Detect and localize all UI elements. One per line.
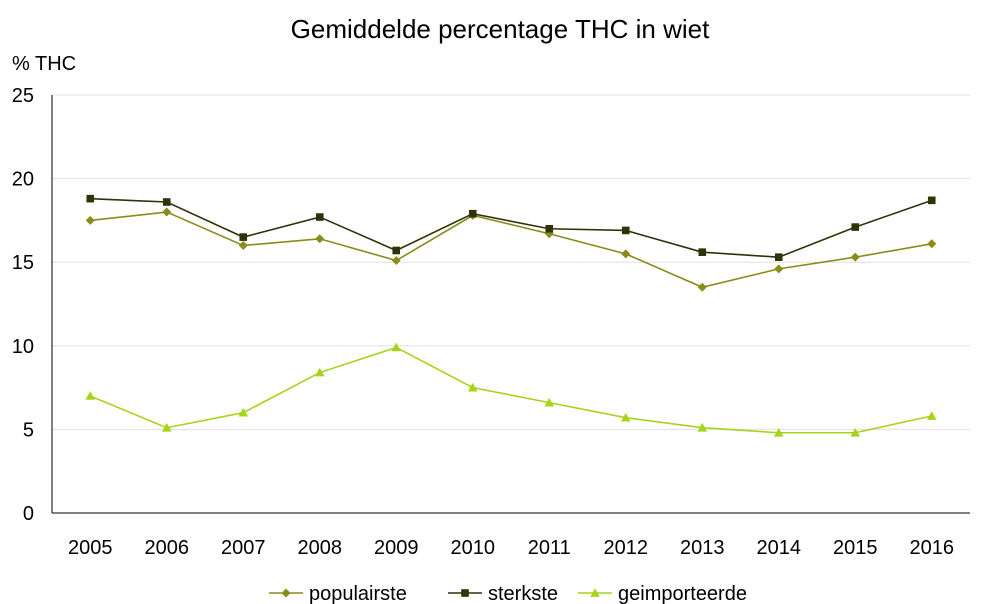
legend-item-sterkste: sterkste — [448, 583, 558, 604]
y-tick-label: 15 — [12, 252, 34, 274]
y-tick-label: 25 — [12, 85, 34, 107]
data-point — [545, 224, 554, 233]
data-point — [774, 253, 783, 261]
x-tick-label: 2005 — [68, 537, 113, 559]
data-point — [697, 422, 708, 432]
data-point — [86, 194, 95, 203]
data-point — [391, 342, 402, 352]
legend-item-geimporteerde: geimporteerde — [578, 583, 747, 604]
y-tick-label: 20 — [12, 169, 34, 191]
y-tick-label: 0 — [23, 503, 34, 525]
data-point — [621, 226, 630, 235]
data-point — [85, 391, 96, 400]
x-tick-label: 2011 — [528, 537, 571, 559]
data-point — [162, 198, 171, 206]
y-tick-label: 10 — [12, 336, 34, 358]
legend: populairste sterkste geimporteerde — [269, 583, 747, 604]
series-populairste — [85, 207, 937, 292]
data-point — [85, 215, 95, 225]
legend-marker — [461, 589, 469, 597]
series-line — [90, 197, 933, 258]
data-point — [621, 249, 631, 259]
legend-marker — [590, 588, 600, 597]
data-point — [927, 196, 936, 205]
data-point — [391, 256, 401, 266]
data-point — [774, 264, 784, 274]
legend-label: populairste — [309, 583, 407, 604]
data-point — [697, 282, 707, 292]
legend-label: sterkste — [488, 583, 558, 604]
legend-label: geimporteerde — [618, 583, 747, 604]
y-tick-label: 5 — [23, 419, 34, 441]
data-point — [238, 240, 248, 250]
data-point — [392, 246, 401, 255]
series-sterkste — [86, 194, 936, 261]
data-point — [773, 427, 784, 437]
data-point — [851, 223, 860, 231]
data-point — [315, 213, 324, 221]
data-point — [162, 207, 172, 217]
data-point — [698, 248, 707, 256]
data-point — [544, 397, 555, 407]
x-tick-label: 2015 — [833, 537, 878, 559]
axes: 0 5 10 15 20 25 2005 2006 2007 2008 2009 2010 2011 20… — [12, 85, 970, 559]
x-tick-label: 2012 — [604, 537, 649, 559]
chart-title: Gemiddelde percentage THC in wiet — [291, 14, 710, 44]
x-tick-label: 2013 — [680, 537, 725, 559]
grid-lines — [52, 94, 970, 430]
legend-marker — [281, 588, 291, 598]
y-axis-label: % THC — [12, 53, 76, 75]
series-line — [89, 346, 932, 434]
x-tick-label: 2010 — [451, 537, 496, 559]
legend-item-populairste: populairste — [269, 583, 407, 604]
x-tick-label: 2007 — [221, 537, 266, 559]
x-tick-label: 2009 — [374, 537, 419, 559]
data-point — [314, 367, 325, 377]
data-point — [161, 422, 172, 432]
x-tick-label: 2014 — [757, 537, 802, 559]
series-layer — [85, 194, 937, 437]
series-line — [90, 211, 932, 289]
data-point — [238, 407, 249, 417]
data-point — [927, 239, 937, 249]
data-point — [850, 427, 861, 437]
x-tick-label: 2016 — [910, 537, 955, 559]
data-point — [468, 209, 477, 218]
data-point — [620, 412, 631, 422]
data-point — [239, 233, 248, 241]
x-tick-label: 2008 — [298, 537, 343, 559]
data-point — [467, 382, 478, 392]
data-point — [315, 234, 325, 244]
series-geimporteerde — [85, 342, 937, 437]
data-point — [926, 411, 937, 420]
x-tick-label: 2006 — [145, 537, 190, 559]
data-point — [850, 252, 860, 262]
